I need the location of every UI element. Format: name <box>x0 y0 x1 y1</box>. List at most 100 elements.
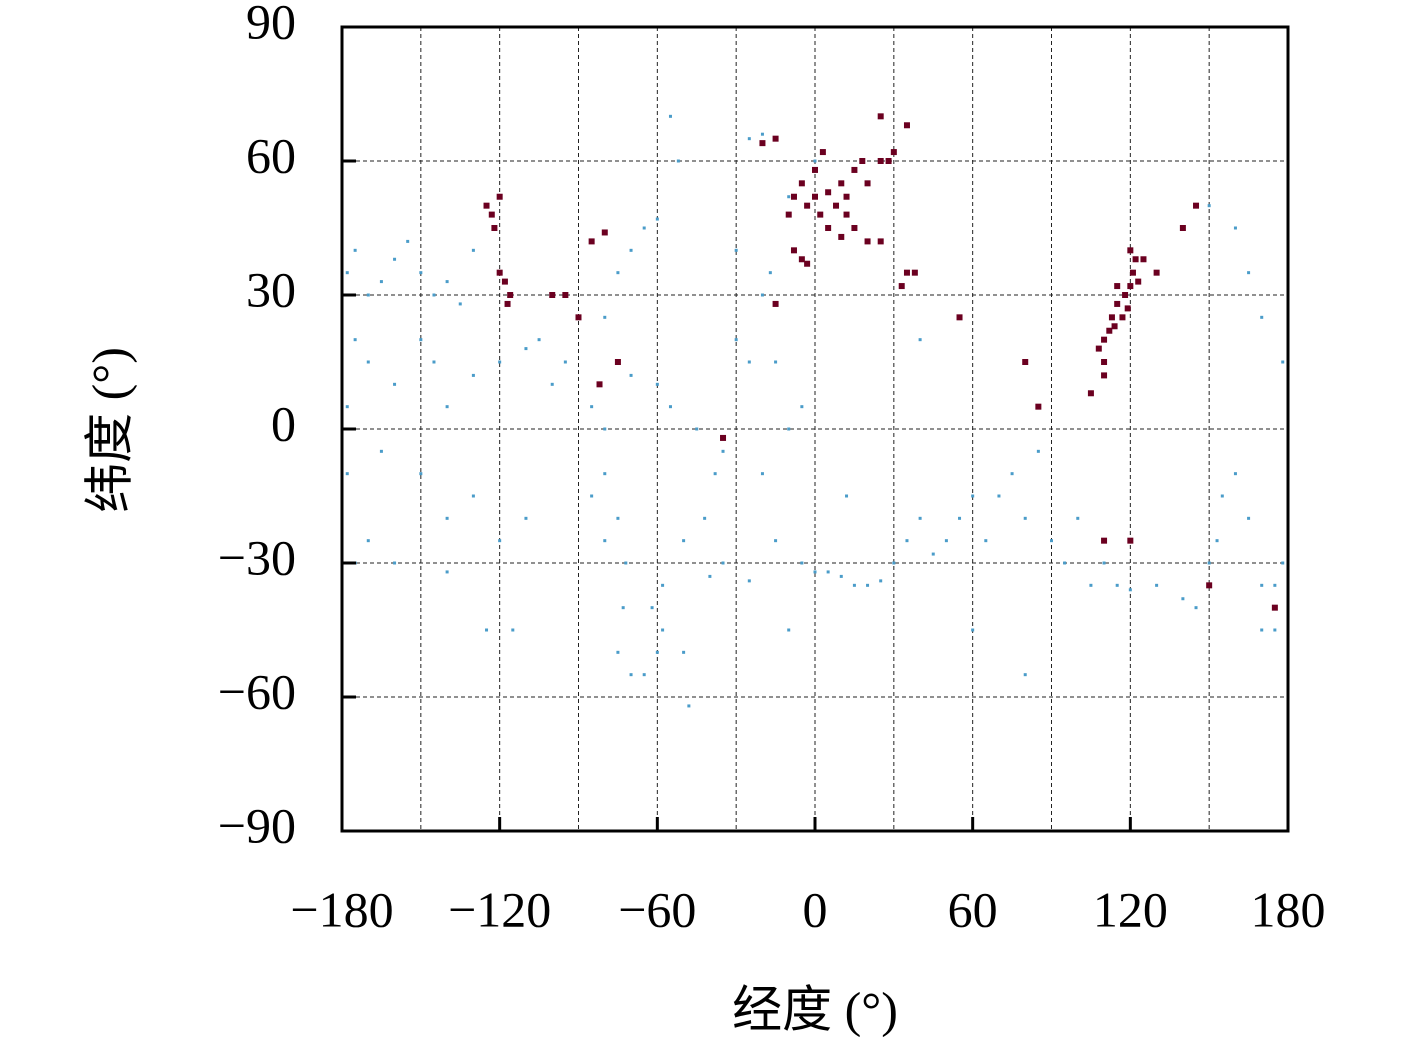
point <box>774 360 778 364</box>
y-tick-label: 0 <box>271 395 296 451</box>
point <box>504 300 511 307</box>
y-tick-label: −90 <box>218 797 296 853</box>
point <box>703 516 707 520</box>
point <box>866 583 870 587</box>
point <box>1153 269 1160 276</box>
point <box>1155 583 1159 587</box>
point <box>864 238 871 245</box>
y-tick-label: 30 <box>246 261 296 317</box>
point <box>759 140 766 147</box>
point <box>1233 472 1237 476</box>
point <box>682 650 686 654</box>
point <box>1111 323 1118 330</box>
point <box>790 193 797 200</box>
point <box>885 158 892 164</box>
point <box>629 373 633 377</box>
points <box>345 113 1285 708</box>
x-tick-label: −180 <box>290 881 393 937</box>
point <box>445 570 449 574</box>
point <box>471 373 475 377</box>
point <box>772 300 779 307</box>
point <box>918 516 922 520</box>
point <box>682 539 686 543</box>
point <box>800 561 804 565</box>
point <box>1035 403 1042 410</box>
point <box>774 539 778 543</box>
point <box>575 314 582 321</box>
point <box>804 260 811 267</box>
point <box>650 606 654 610</box>
point <box>864 180 871 187</box>
point <box>931 552 935 556</box>
point <box>345 405 349 409</box>
point <box>1095 345 1102 352</box>
point <box>588 238 595 245</box>
point <box>720 434 727 441</box>
point <box>668 114 672 118</box>
point <box>1063 561 1067 565</box>
point <box>1247 271 1251 275</box>
point <box>892 561 896 565</box>
y-tick-label: −30 <box>218 529 296 585</box>
point <box>393 561 397 565</box>
point <box>1273 628 1277 632</box>
point <box>713 472 717 476</box>
point <box>790 247 797 254</box>
point <box>1127 537 1134 544</box>
point <box>1233 226 1237 230</box>
point <box>379 280 383 284</box>
point <box>877 113 884 120</box>
point <box>1132 256 1139 263</box>
point <box>877 238 884 245</box>
point <box>507 292 514 298</box>
point <box>734 338 738 342</box>
x-tick-label: 60 <box>948 881 998 937</box>
point <box>785 211 792 218</box>
point <box>366 360 370 364</box>
point <box>1193 202 1200 209</box>
point <box>471 248 475 252</box>
point <box>826 570 830 574</box>
point <box>1087 390 1094 397</box>
point <box>772 135 779 142</box>
point <box>1101 537 1108 544</box>
point <box>458 302 462 306</box>
point <box>747 137 751 141</box>
point <box>432 360 436 364</box>
point <box>366 293 370 297</box>
point <box>798 256 805 263</box>
point <box>1124 305 1131 312</box>
point <box>852 583 856 587</box>
point <box>393 257 397 261</box>
point <box>1260 315 1264 319</box>
point <box>787 195 791 199</box>
point <box>804 202 811 209</box>
point <box>721 449 725 453</box>
point <box>419 338 423 342</box>
point <box>562 292 569 298</box>
point <box>563 360 567 364</box>
grid <box>342 27 1288 831</box>
point <box>496 193 503 200</box>
point <box>345 472 349 476</box>
point <box>1036 449 1040 453</box>
point <box>483 202 490 209</box>
point <box>419 472 423 476</box>
point <box>971 494 975 498</box>
point <box>997 494 1001 498</box>
point <box>471 494 475 498</box>
point <box>406 239 410 243</box>
point <box>1023 673 1027 677</box>
point <box>1273 583 1277 587</box>
point <box>1101 336 1108 343</box>
point <box>393 382 397 386</box>
point <box>1207 204 1211 208</box>
x-tick-label: 180 <box>1251 881 1326 937</box>
point <box>1135 278 1142 285</box>
x-tick-label: 0 <box>803 881 828 937</box>
point <box>1206 582 1213 589</box>
point <box>687 704 691 708</box>
point <box>898 283 905 290</box>
point <box>1101 372 1108 379</box>
